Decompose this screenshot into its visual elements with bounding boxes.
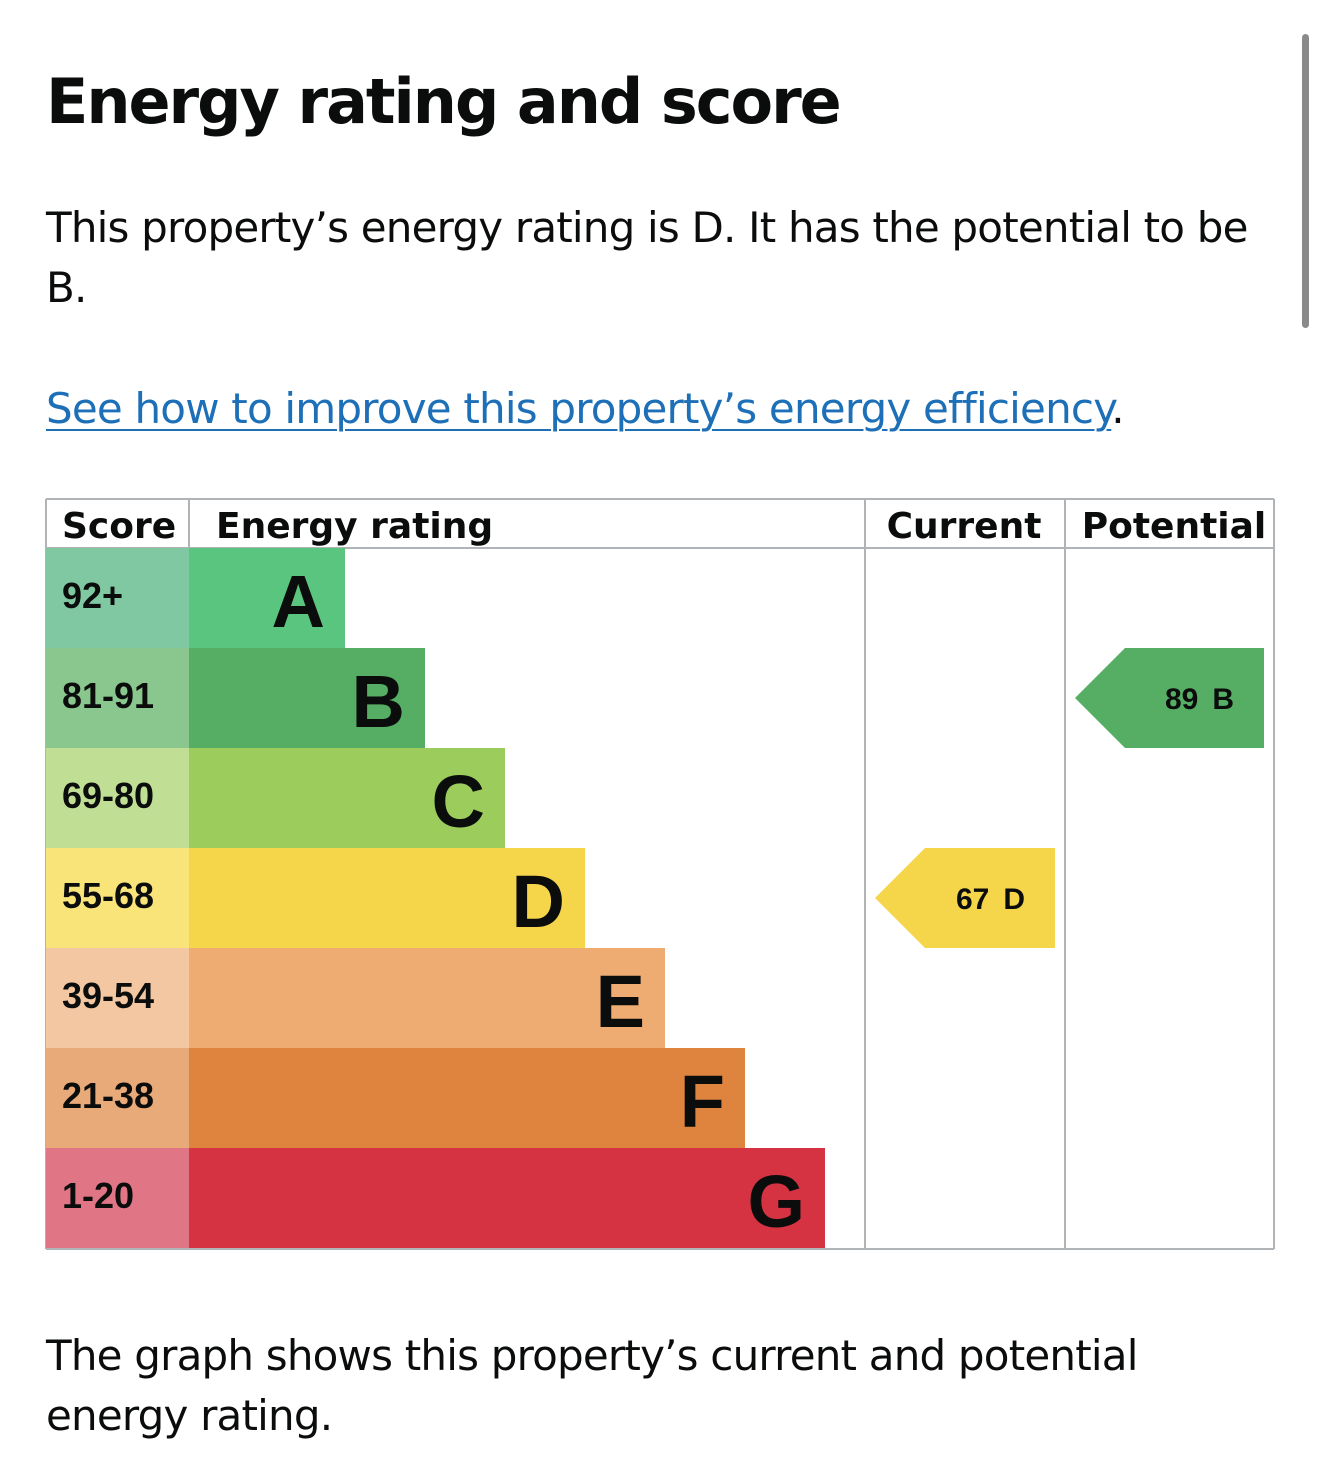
score-range-f: 21-38: [62, 1075, 154, 1116]
score-cell-c: [46, 748, 189, 848]
rating-bar-e: [189, 948, 665, 1048]
score-cell-f: [46, 1048, 189, 1148]
page-title: Energy rating and score: [46, 65, 842, 138]
current-arrow-label: 67 D: [956, 883, 1025, 916]
score-range-c: 69-80: [62, 775, 154, 816]
current-arrow: [875, 848, 1055, 948]
rating-arrows: 67 D 89 B: [875, 648, 1264, 948]
rating-column-header: Energy rating: [216, 506, 493, 547]
rating-bands: 92+ A 81-91 B 69-80 C 55-68 D 39-54 E 21-38 F 1-20 G: [46, 548, 825, 1248]
rating-summary: This property’s energy rating is D. It h…: [46, 203, 1248, 312]
potential-score: 89: [1165, 683, 1198, 716]
band-letter-d: D: [512, 860, 565, 943]
score-range-d: 55-68: [62, 875, 154, 916]
chart-headers: Score Energy rating Current Potential: [62, 506, 1266, 547]
current-score: 67: [956, 883, 989, 916]
rating-bar-f: [189, 1048, 745, 1148]
band-letter-f: F: [680, 1060, 725, 1143]
band-letter-e: E: [596, 960, 645, 1043]
score-range-b: 81-91: [62, 675, 154, 716]
rating-bar-d: [189, 848, 585, 948]
score-cell-b: [46, 648, 189, 748]
improve-paragraph: See how to improve this property’s energ…: [46, 380, 1125, 438]
current-column-header: Current: [887, 506, 1042, 547]
improve-efficiency-link[interactable]: See how to improve this property’s energ…: [46, 384, 1112, 433]
score-cell-g: [46, 1148, 189, 1248]
rating-bar-c: [189, 748, 505, 848]
current-band: D: [1003, 883, 1025, 916]
potential-arrow: [1075, 648, 1264, 748]
score-cell-a: [46, 548, 189, 648]
band-letter-c: C: [432, 760, 485, 843]
rating-bar-b: [189, 648, 425, 748]
score-range-a: 92+: [62, 575, 123, 616]
score-column-header: Score: [62, 506, 176, 547]
band-letter-b: B: [352, 660, 405, 743]
potential-arrow-label: 89 B: [1165, 683, 1234, 716]
potential-band: B: [1212, 683, 1234, 716]
page-scrollbar[interactable]: [1302, 34, 1309, 328]
graph-description: The graph shows this property’s current …: [46, 1331, 1138, 1440]
potential-column-header: Potential: [1082, 506, 1267, 547]
band-letter-a: A: [272, 560, 325, 643]
score-range-g: 1-20: [62, 1175, 134, 1216]
rating-bar-a: [189, 548, 345, 648]
improve-link-suffix: .: [1111, 384, 1124, 433]
rating-bar-g: [189, 1148, 825, 1248]
score-range-e: 39-54: [62, 975, 154, 1016]
band-letter-g: G: [747, 1160, 805, 1243]
score-cell-e: [46, 948, 189, 1048]
score-cell-d: [46, 848, 189, 948]
